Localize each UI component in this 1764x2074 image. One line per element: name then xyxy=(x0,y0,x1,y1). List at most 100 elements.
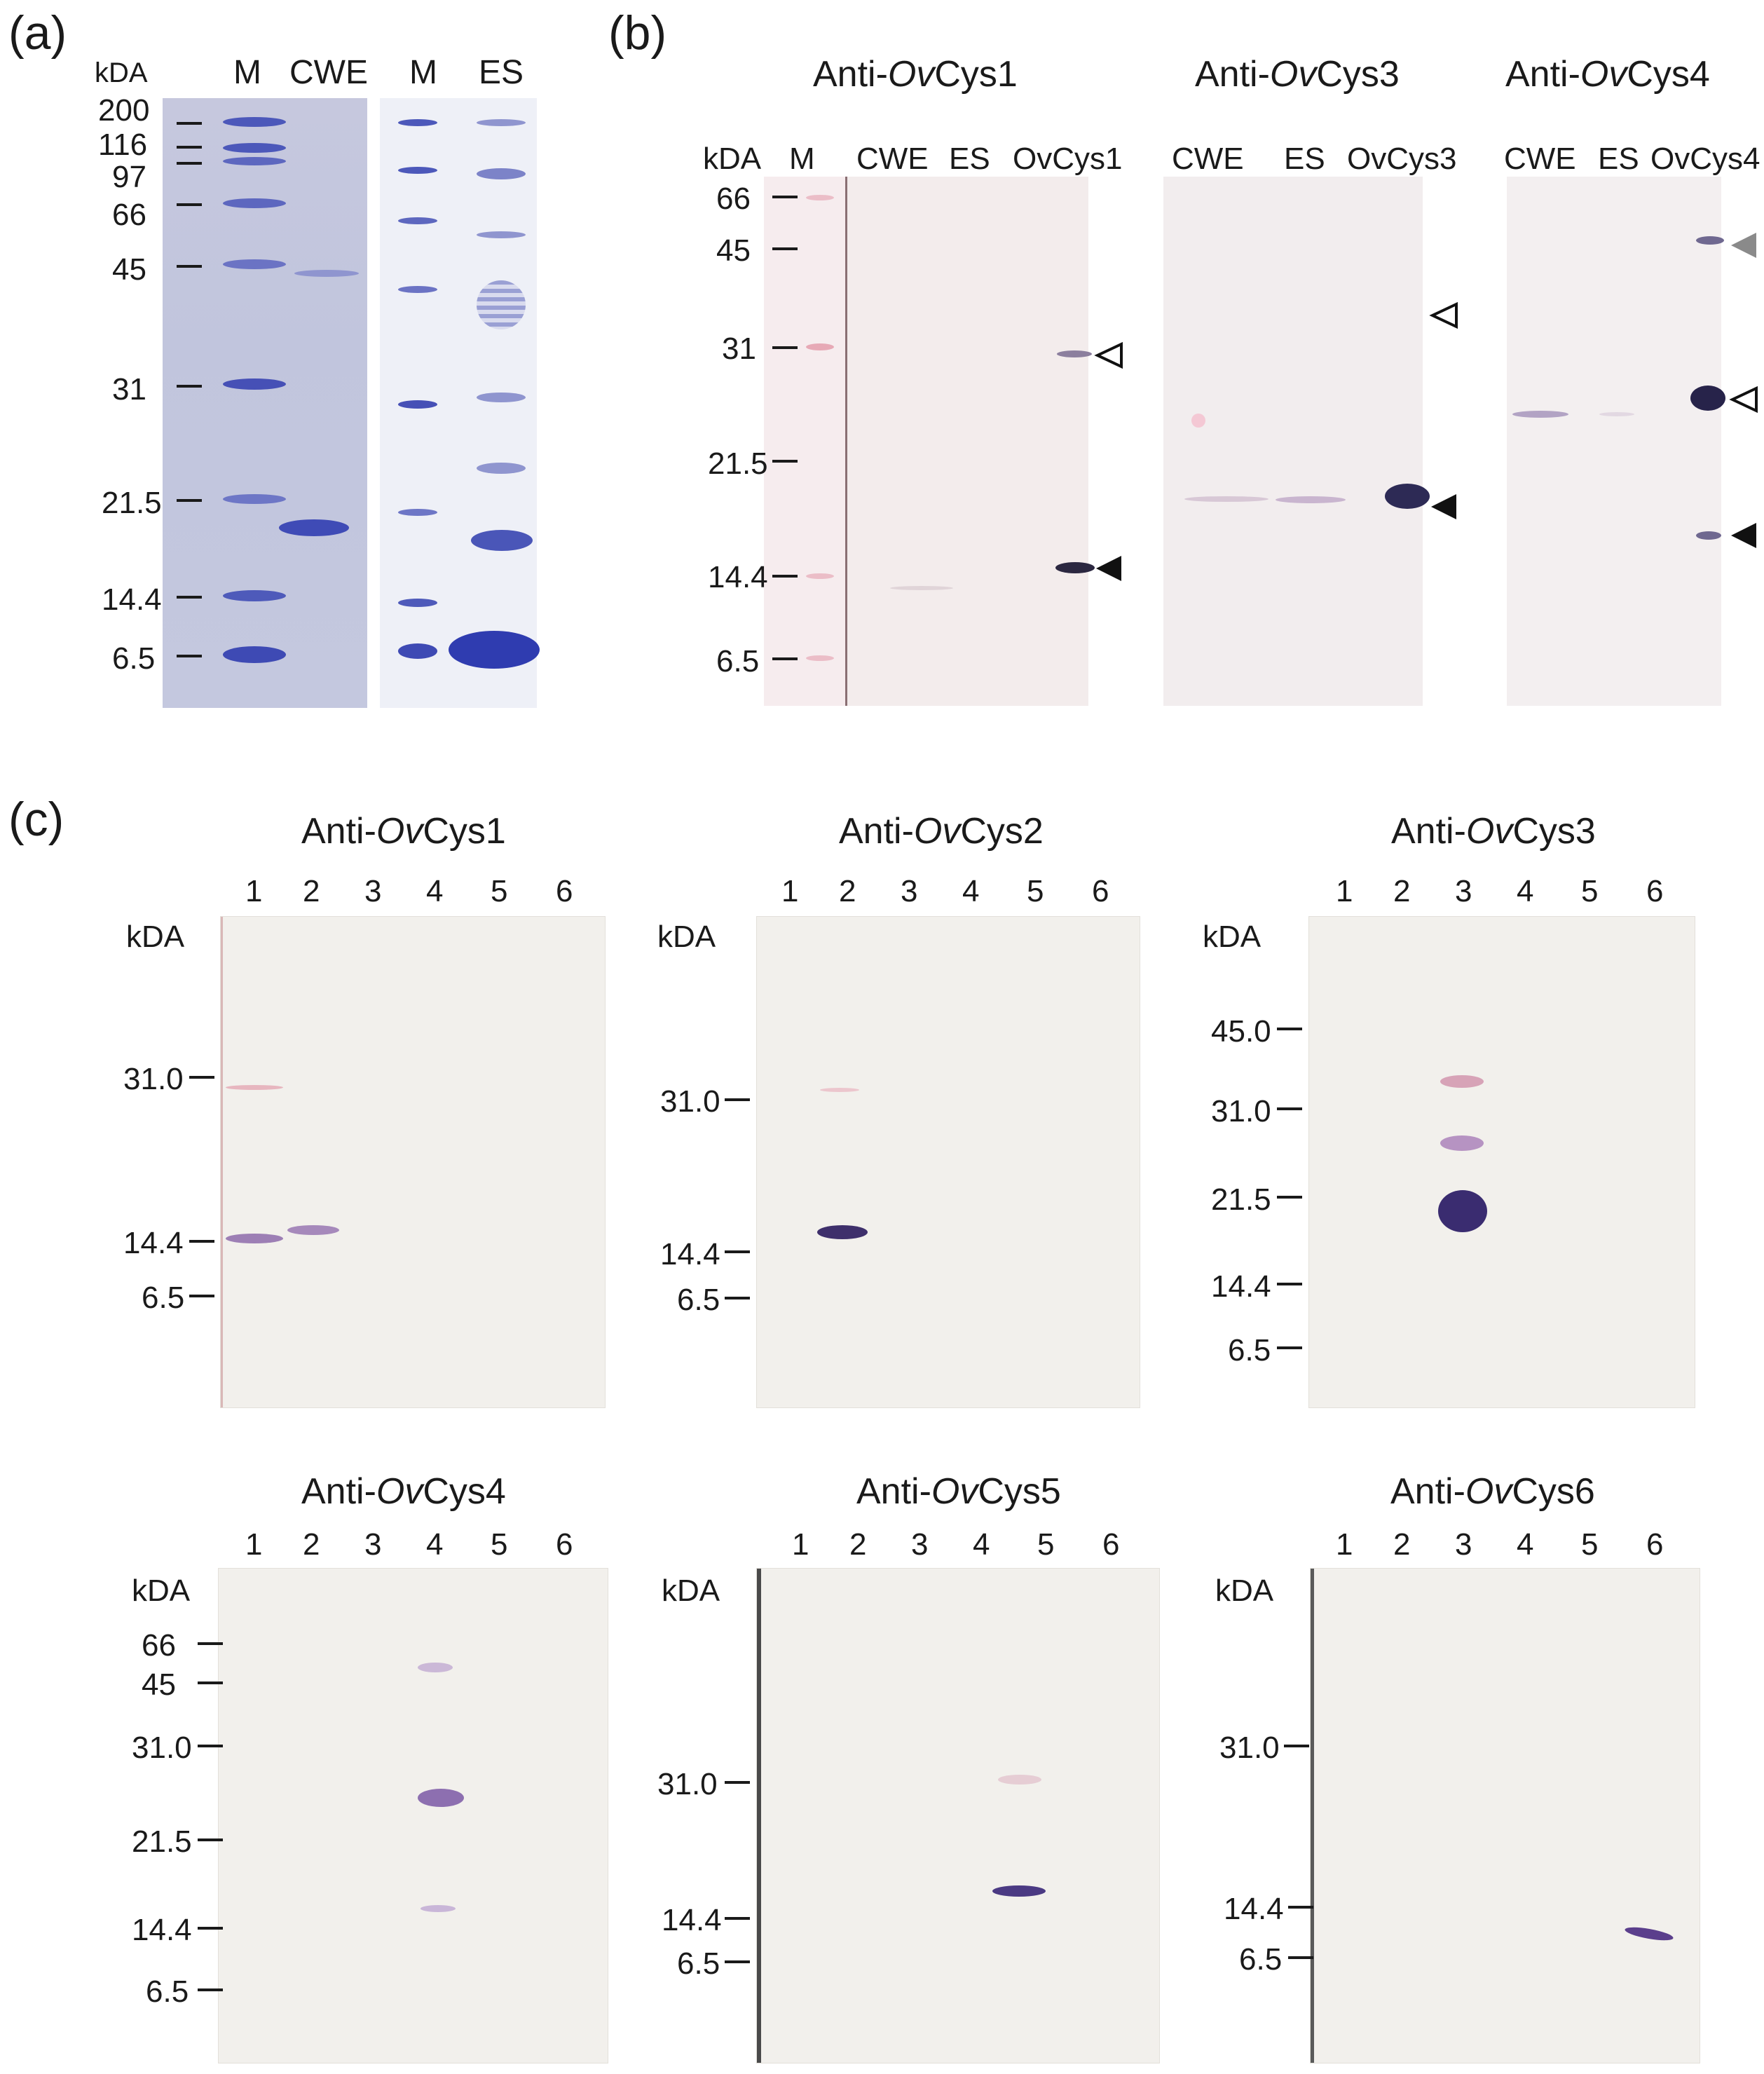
blot-membrane xyxy=(1309,917,1695,1407)
marker-label: 45 xyxy=(716,233,751,268)
lane-number: 5 xyxy=(1581,874,1599,908)
panel-a-unit: kDA xyxy=(95,57,148,88)
title-suffix: Cys3 xyxy=(1316,54,1400,95)
marker-label: 14.4 xyxy=(708,560,768,594)
marker-label: 45.0 xyxy=(1211,1014,1271,1049)
marker-label: 6.5 xyxy=(1228,1333,1271,1367)
panel-a-lane-label: ES xyxy=(479,54,524,91)
title-prefix: Anti- xyxy=(1195,54,1270,95)
lane-number: 4 xyxy=(962,874,980,908)
gel-band xyxy=(477,119,526,126)
marker-tick xyxy=(772,247,798,250)
lane-number: 3 xyxy=(911,1527,929,1562)
marker-label: 14.4 xyxy=(662,1903,722,1937)
open-arrowhead-icon xyxy=(1429,301,1458,329)
marker-tick xyxy=(198,1745,223,1747)
blot-title: Anti-OvCys1 xyxy=(813,56,1018,93)
lane-number: 4 xyxy=(973,1527,990,1562)
blot-title: Anti-OvCys3 xyxy=(1195,56,1400,93)
blot-band xyxy=(992,1885,1046,1897)
marker-label: 14.4 xyxy=(132,1913,192,1947)
marker-label: 66 xyxy=(142,1628,176,1663)
lane-number: 4 xyxy=(426,874,444,908)
marker-label: 14.4 xyxy=(123,1226,184,1260)
blot-band xyxy=(817,1225,868,1239)
gel-band xyxy=(223,117,286,127)
marker-label: 14.4 xyxy=(1211,1269,1271,1304)
gel-band xyxy=(223,378,286,390)
panel-c-unit: kDA xyxy=(1215,1574,1274,1608)
marker-tick xyxy=(177,596,202,599)
blot-band xyxy=(1696,236,1724,245)
lane-number: 1 xyxy=(245,874,263,908)
blot-title: Anti-OvCys3 xyxy=(1391,813,1596,850)
marker-label: 6.5 xyxy=(146,1974,189,2009)
title-italic: Ov xyxy=(1465,811,1513,852)
blot-band xyxy=(806,573,834,579)
lane-number: 2 xyxy=(1393,1527,1411,1562)
title-italic: Ov xyxy=(913,811,961,852)
panel-c-unit: kDA xyxy=(662,1574,720,1608)
blot-band xyxy=(226,1234,283,1243)
marker-tick xyxy=(725,1250,750,1253)
marker-label: 31.0 xyxy=(660,1084,720,1119)
blot-band xyxy=(226,1085,283,1090)
marker-label: 31 xyxy=(722,332,756,366)
lane-number: 3 xyxy=(1455,874,1472,908)
gel-band xyxy=(398,509,437,516)
marker-tick xyxy=(198,1988,223,1991)
blot-band xyxy=(421,1905,456,1912)
marker-tick xyxy=(177,203,202,206)
open-arrowhead-icon xyxy=(1094,341,1123,369)
gel-band xyxy=(398,599,437,607)
gel-band xyxy=(449,631,540,669)
panel-a-lane-label: M xyxy=(409,54,437,91)
marker-tick xyxy=(725,1297,750,1299)
title-prefix: Anti- xyxy=(1505,54,1580,95)
marker-label: 31.0 xyxy=(657,1767,718,1801)
blot-band xyxy=(890,586,953,590)
gel-band xyxy=(477,231,526,238)
marker-tick xyxy=(772,196,798,198)
lane-number: 3 xyxy=(1455,1527,1472,1562)
blot-band xyxy=(1440,1075,1484,1088)
marker-tick xyxy=(198,1927,223,1930)
marker-label: 31.0 xyxy=(123,1062,184,1096)
blot-band xyxy=(806,655,834,661)
gel-band xyxy=(398,286,437,293)
blot-band xyxy=(1690,386,1725,411)
panel-c-unit: kDA xyxy=(1203,920,1262,954)
marker-tick xyxy=(177,122,202,125)
gel-band xyxy=(223,590,286,601)
marker-tick xyxy=(177,146,202,149)
lane-number: 5 xyxy=(1037,1527,1055,1562)
marker-label: 66 xyxy=(112,198,146,232)
marker-tick xyxy=(177,265,202,268)
marker-label: 97 xyxy=(112,160,146,194)
title-italic: Ov xyxy=(931,1471,978,1512)
panel-b-unit: kDA xyxy=(703,142,762,176)
gel-band xyxy=(223,259,286,269)
blot-band xyxy=(1438,1190,1487,1232)
marker-label: 6.5 xyxy=(142,1281,185,1315)
blot-band xyxy=(806,343,834,350)
marker-tick xyxy=(725,1098,750,1101)
lane-number: 4 xyxy=(426,1527,444,1562)
lane-label: CWE xyxy=(856,142,929,176)
blot-band xyxy=(1696,531,1721,540)
gray-arrowhead-icon xyxy=(1731,233,1756,258)
blot-band xyxy=(1599,412,1634,416)
marker-tick xyxy=(177,655,202,657)
panel-a-lane-label: M xyxy=(233,54,261,91)
marker-label: 21.5 xyxy=(102,486,162,520)
blot-membrane xyxy=(219,1569,608,2063)
blot-band xyxy=(418,1789,464,1807)
title-prefix: Anti- xyxy=(301,811,376,852)
marker-tick xyxy=(198,1642,223,1645)
panel-c-unit: kDA xyxy=(657,920,716,954)
blot-band xyxy=(287,1225,339,1235)
gel-band xyxy=(279,519,349,536)
lane-label: ES xyxy=(1598,142,1639,176)
lane-number: 1 xyxy=(1336,1527,1353,1562)
title-italic: Ov xyxy=(887,54,935,95)
